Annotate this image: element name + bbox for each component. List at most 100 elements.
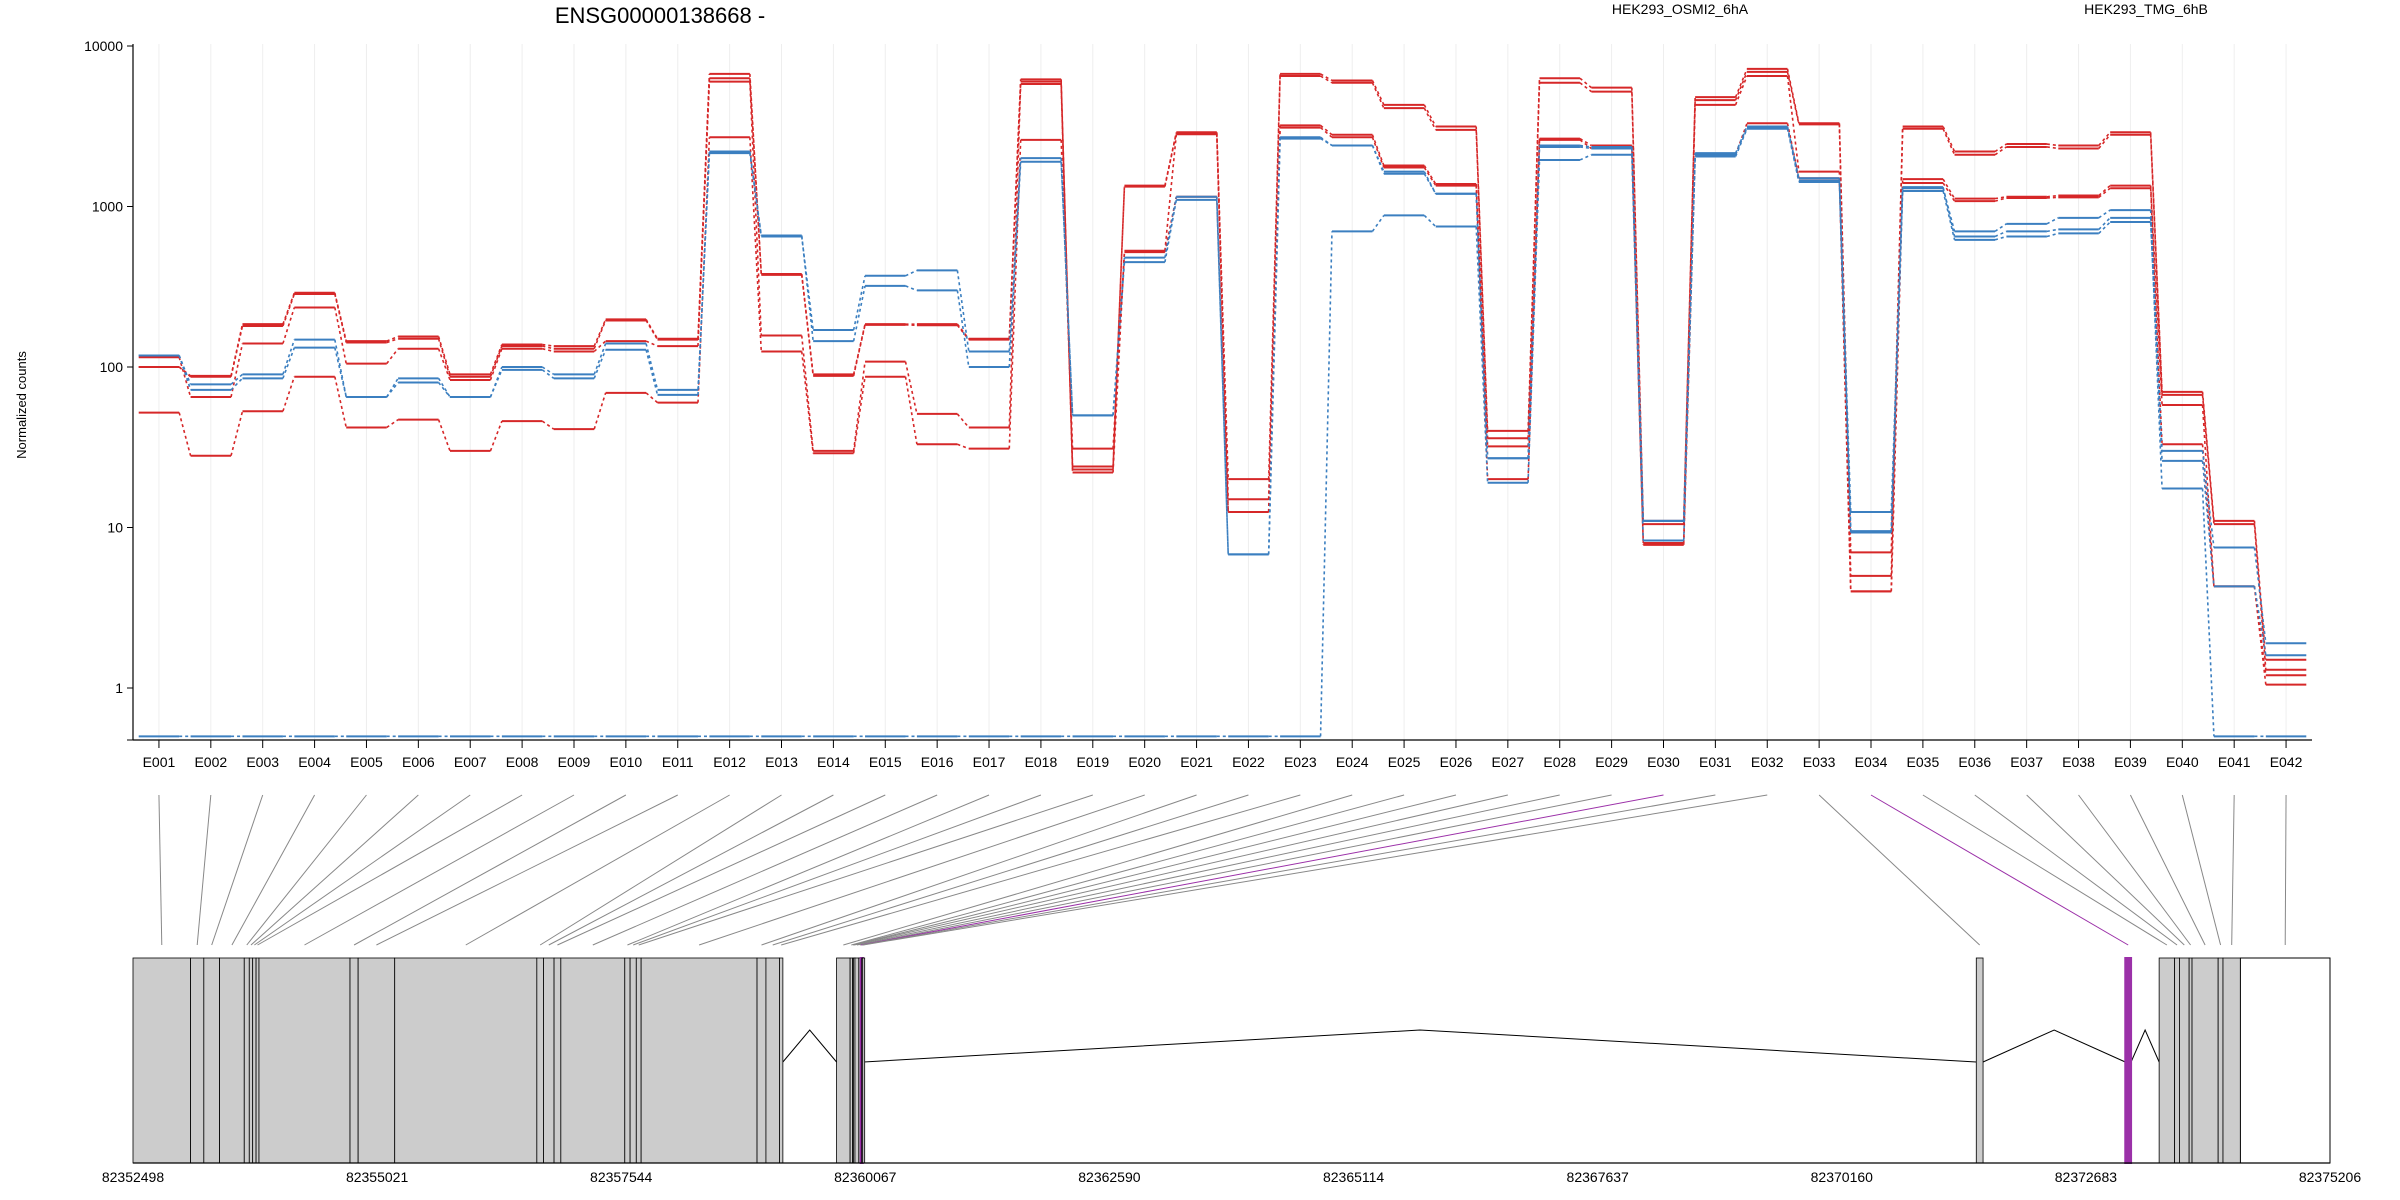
data-transition xyxy=(282,376,296,412)
connector-line xyxy=(851,794,1405,946)
exon-box xyxy=(765,957,780,1164)
x-tick-label: E003 xyxy=(246,754,279,770)
connector-line xyxy=(1974,794,2178,946)
exon-box xyxy=(219,957,245,1164)
series-lines xyxy=(138,67,2307,738)
data-transition xyxy=(1371,80,1385,106)
data-transition xyxy=(1579,146,1592,150)
data-transition xyxy=(2098,134,2111,149)
data-transition xyxy=(1371,136,1385,168)
x-tick-label: E030 xyxy=(1647,754,1680,770)
data-transition xyxy=(2098,209,2111,219)
connector-line xyxy=(2284,794,2287,946)
data-transition xyxy=(230,373,243,385)
data-transition xyxy=(334,339,348,398)
x-axis: E001 E002 E003 E004 E005 E006 E007 E008 E009 E010… xyxy=(133,739,2312,770)
data-transition xyxy=(1942,186,1956,237)
data-transition xyxy=(542,347,554,353)
data-transition xyxy=(1423,104,1437,127)
series-6 xyxy=(138,127,2307,738)
data-transition xyxy=(2098,217,2111,230)
data-transition xyxy=(645,343,659,391)
x-tick-label: E034 xyxy=(1855,754,1888,770)
x-tick-label: E039 xyxy=(2114,754,2147,770)
data-transition xyxy=(2253,520,2267,660)
data-transition xyxy=(2046,228,2059,233)
data-transition xyxy=(282,347,296,379)
data-transition xyxy=(800,351,814,454)
exon-box xyxy=(629,957,637,1164)
connector-line xyxy=(548,794,834,946)
connector-line xyxy=(231,794,316,946)
data-transition xyxy=(230,377,244,391)
coordinate-tick-label: 82370160 xyxy=(1811,1169,1874,1185)
connector-line xyxy=(211,794,264,946)
connector-line xyxy=(353,794,627,946)
data-transition xyxy=(749,81,763,336)
series-1 xyxy=(138,70,2307,671)
exon-box xyxy=(2158,957,2176,1164)
data-transition xyxy=(2149,188,2163,445)
x-tick-label: E015 xyxy=(869,754,902,770)
x-tick-label: E019 xyxy=(1076,754,1109,770)
data-transition xyxy=(1890,183,1904,592)
connector-line xyxy=(1922,794,2168,946)
data-transition xyxy=(1942,128,1956,156)
data-transition xyxy=(956,270,970,352)
data-transition xyxy=(1942,126,1956,152)
exon-connector-lines xyxy=(158,794,2287,946)
data-transition xyxy=(1734,123,1748,156)
x-tick-label: E005 xyxy=(350,754,383,770)
data-transition xyxy=(593,392,607,430)
connector-line xyxy=(633,794,1042,946)
data-transition xyxy=(1008,158,1022,352)
data-transition xyxy=(1164,199,1178,263)
data-transition xyxy=(1734,75,1748,106)
y-tick-label: 100 xyxy=(100,359,124,375)
exon-box xyxy=(252,957,257,1164)
exon-box xyxy=(2239,957,2331,1164)
data-transition xyxy=(489,344,503,375)
data-transition xyxy=(2253,547,2267,644)
data-transition xyxy=(2201,450,2215,548)
data-transition xyxy=(1112,257,1126,416)
connector-line xyxy=(772,794,1249,946)
connector-line xyxy=(859,794,1612,946)
data-transition xyxy=(230,411,244,456)
data-transition xyxy=(1475,126,1489,431)
data-transition xyxy=(1579,139,1592,150)
exon-box xyxy=(255,957,260,1164)
data-transition xyxy=(2201,460,2215,587)
coordinate-tick-label: 82367637 xyxy=(1567,1169,1630,1185)
coordinate-tick-label: 82355021 xyxy=(346,1169,409,1185)
data-transition xyxy=(334,293,348,343)
intron-line xyxy=(863,1029,1977,1063)
data-transition xyxy=(1786,71,1800,125)
connector-line xyxy=(863,794,1768,946)
x-tick-label: E001 xyxy=(143,754,176,770)
data-transition xyxy=(1267,76,1281,500)
data-transition xyxy=(800,236,814,331)
exon-box xyxy=(553,957,562,1164)
coordinate-tick-label: 82375206 xyxy=(2299,1169,2362,1185)
data-transition xyxy=(2046,146,2059,150)
exon-box xyxy=(635,957,642,1164)
data-transition xyxy=(1475,193,1489,459)
data-transition xyxy=(1423,171,1437,195)
data-transition xyxy=(1060,81,1074,470)
exon-box xyxy=(394,957,538,1164)
data-transition xyxy=(437,338,451,377)
x-tick-label: E010 xyxy=(610,754,643,770)
data-transition xyxy=(1008,161,1022,368)
x-tick-label: E036 xyxy=(1958,754,1991,770)
data-transition xyxy=(2201,394,2215,525)
data-transition xyxy=(645,318,659,340)
y-axis: 1 10 100 1000 10000 xyxy=(84,38,134,741)
data-transition xyxy=(1631,154,1645,541)
data-transition xyxy=(1579,137,1592,147)
data-transition xyxy=(749,78,763,275)
data-transition xyxy=(2149,210,2163,451)
data-transition xyxy=(2098,131,2111,146)
data-transition xyxy=(1734,68,1748,98)
connector-line xyxy=(852,794,1457,946)
